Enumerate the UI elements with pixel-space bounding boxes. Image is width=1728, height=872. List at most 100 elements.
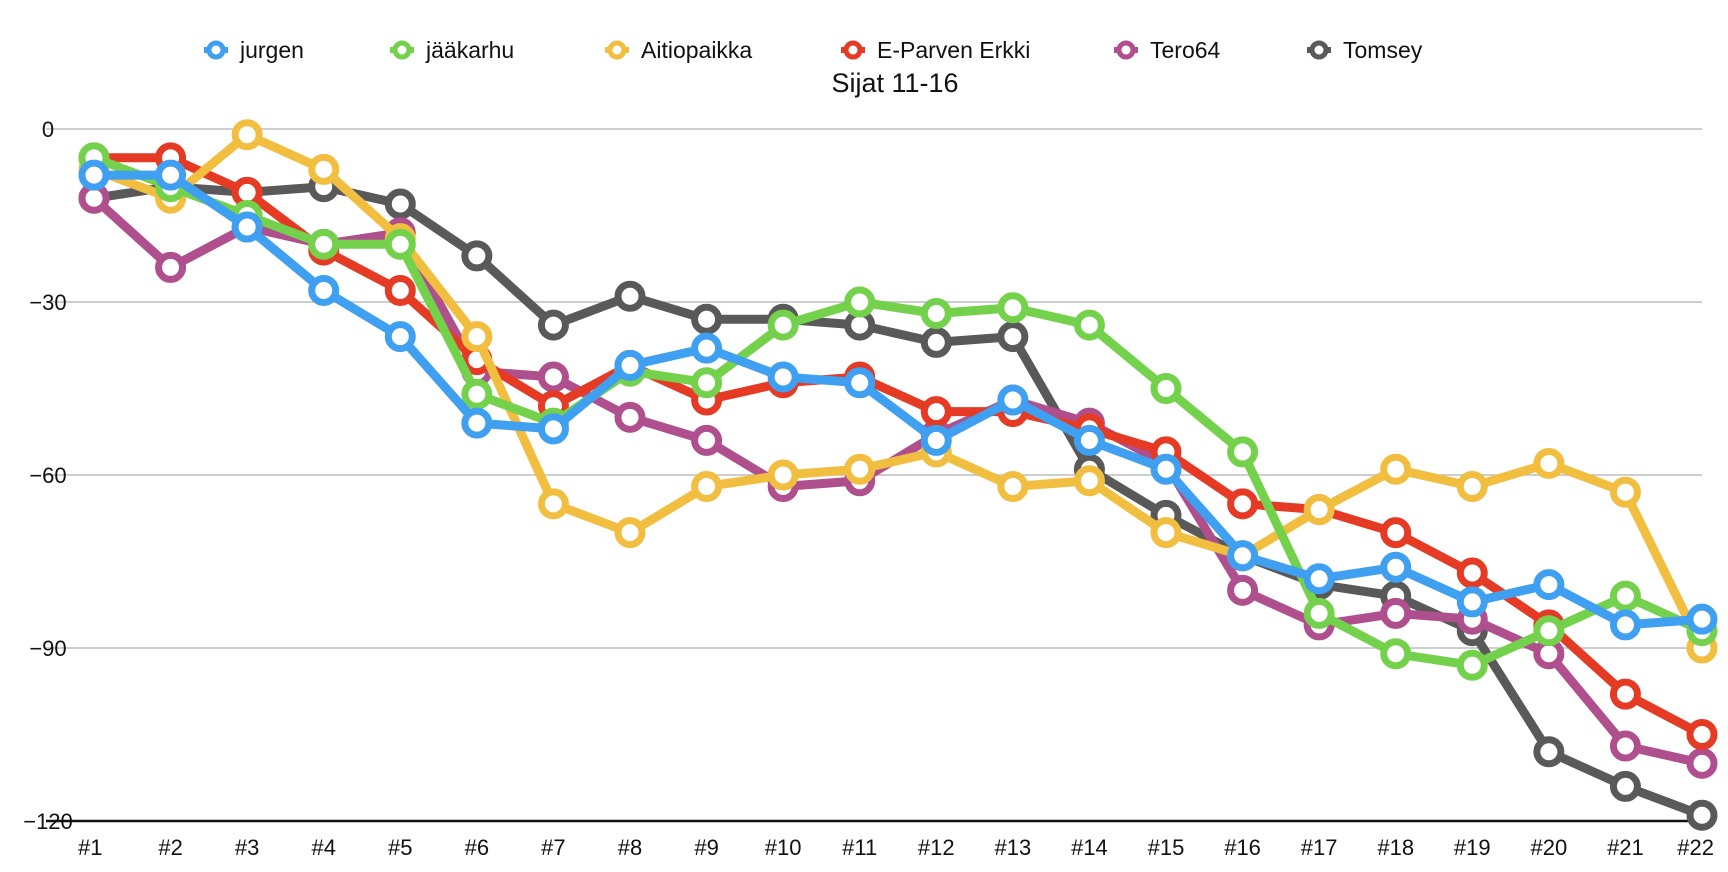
data-point <box>1456 649 1488 681</box>
series-group <box>78 159 1718 641</box>
data-point <box>537 413 569 445</box>
data-point <box>614 349 646 381</box>
data-point <box>537 361 569 393</box>
data-point <box>537 309 569 341</box>
data-point <box>537 488 569 520</box>
data-point <box>920 424 952 456</box>
x-tick-label: #13 <box>994 835 1031 860</box>
data-point <box>1686 603 1718 635</box>
data-point <box>1303 563 1335 595</box>
data-point <box>844 286 876 318</box>
data-point <box>1686 747 1718 779</box>
x-tick-label: #11 <box>842 835 877 860</box>
data-point <box>1380 453 1412 485</box>
legend-label: E-Parven Erkki <box>877 37 1030 63</box>
data-point <box>461 321 493 353</box>
data-point <box>1686 799 1718 831</box>
series-line <box>89 153 1707 670</box>
legend-swatch-marker <box>843 40 863 60</box>
data-point <box>308 228 340 260</box>
data-point <box>231 119 263 151</box>
chart-title: Sijat 11-16 <box>831 68 958 98</box>
data-point <box>1150 453 1182 485</box>
legend-item: jääkarhu <box>390 37 514 63</box>
y-tick-label: −90 <box>29 636 66 661</box>
legend-swatch-marker <box>1116 40 1136 60</box>
data-point <box>691 471 723 503</box>
data-point <box>691 424 723 456</box>
data-point <box>308 153 340 185</box>
data-point <box>1456 471 1488 503</box>
x-tick-label: #17 <box>1301 835 1338 860</box>
data-point <box>691 303 723 335</box>
data-point <box>78 159 110 191</box>
data-point <box>1533 447 1565 479</box>
data-point <box>1227 436 1259 468</box>
x-tick-label: #9 <box>694 835 718 860</box>
data-point <box>155 159 187 191</box>
series-line <box>89 153 1707 739</box>
data-point <box>1609 678 1641 710</box>
x-tick-label: #21 <box>1607 835 1644 860</box>
x-tick-label: #8 <box>618 835 642 860</box>
data-point <box>461 240 493 272</box>
legend-label: jääkarhu <box>425 37 514 63</box>
y-tick-label: −60 <box>29 463 66 488</box>
data-point <box>691 332 723 364</box>
data-point <box>997 471 1029 503</box>
x-tick-label: #15 <box>1148 835 1185 860</box>
data-point <box>1456 586 1488 618</box>
data-point <box>384 228 416 260</box>
legend-swatch-marker <box>392 40 412 60</box>
data-point <box>614 401 646 433</box>
data-point <box>1380 638 1412 670</box>
data-point <box>1227 540 1259 572</box>
data-point <box>1227 488 1259 520</box>
legend-item: jurgen <box>204 37 304 63</box>
data-point <box>1073 309 1105 341</box>
data-point <box>1380 597 1412 629</box>
data-point <box>1609 476 1641 508</box>
data-point <box>1533 615 1565 647</box>
data-point <box>308 274 340 306</box>
data-point <box>461 378 493 410</box>
data-point <box>920 298 952 330</box>
y-axis-ticks: 0 −30 −60 −90 −120 <box>23 117 73 834</box>
x-tick-label: #22 <box>1677 835 1714 860</box>
x-tick-label: #5 <box>388 835 412 860</box>
data-point <box>461 407 493 439</box>
legend-swatch-marker <box>1309 40 1329 60</box>
legend-swatch-marker <box>206 40 226 60</box>
x-tick-label: #20 <box>1530 835 1567 860</box>
data-point <box>1150 373 1182 404</box>
data-point <box>767 361 799 393</box>
legend-item: Tomsey <box>1307 37 1423 63</box>
data-point <box>1380 517 1412 549</box>
x-tick-label: #6 <box>465 835 489 860</box>
y-tick-label: −120 <box>23 809 73 834</box>
data-point <box>844 453 876 485</box>
x-tick-label: #16 <box>1224 835 1261 860</box>
data-point <box>1609 730 1641 762</box>
y-tick-label: 0 <box>42 117 54 142</box>
data-point <box>1073 424 1105 456</box>
x-tick-label: #2 <box>158 835 182 860</box>
series-line <box>89 130 1707 653</box>
x-tick-label: #1 <box>78 835 102 860</box>
legend-label: jurgen <box>239 37 304 63</box>
data-point <box>1150 517 1182 549</box>
legend-item: E-Parven Erkki <box>841 37 1030 63</box>
y-tick-label: −30 <box>29 290 66 315</box>
legend-swatch-marker <box>607 40 627 60</box>
data-point <box>1073 465 1105 497</box>
data-point <box>997 321 1029 353</box>
data-point <box>1227 574 1259 606</box>
data-point <box>231 211 263 243</box>
legend-label: Tero64 <box>1150 37 1221 63</box>
data-point <box>920 396 952 428</box>
x-tick-label: #18 <box>1377 835 1414 860</box>
x-tick-label: #3 <box>235 835 259 860</box>
series-lines <box>78 119 1718 831</box>
data-point <box>1609 609 1641 641</box>
